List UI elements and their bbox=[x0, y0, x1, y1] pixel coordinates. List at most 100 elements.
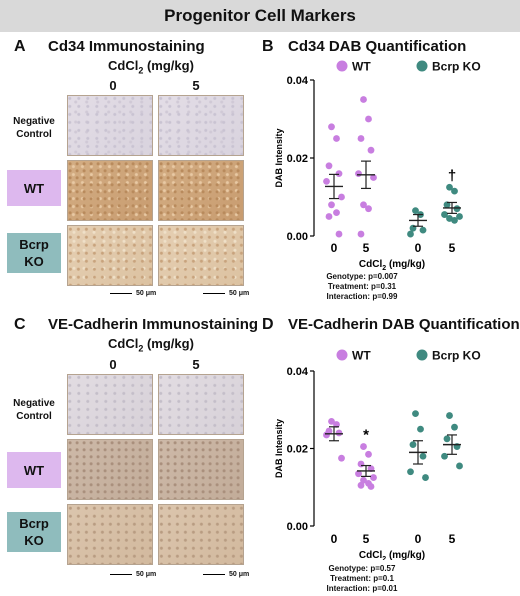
x-axis-label-part: CdCl bbox=[359, 550, 383, 560]
x-tick-label: 5 bbox=[449, 532, 456, 546]
data-point bbox=[456, 462, 463, 470]
data-point bbox=[335, 429, 343, 437]
y-axis-label: DAB Intensity bbox=[274, 128, 284, 187]
data-point bbox=[451, 187, 458, 195]
panel-c-title: VE-Cadherin Immunostaining bbox=[48, 316, 259, 333]
data-point bbox=[328, 123, 335, 131]
data-point bbox=[365, 115, 372, 123]
stat-interaction: Interaction: p=0.99 bbox=[326, 292, 398, 301]
data-point bbox=[323, 431, 330, 439]
data-point bbox=[357, 135, 365, 142]
micrograph-vecad-neg-5 bbox=[158, 374, 244, 435]
panel-b-stats: Genotype: p=0.007 Treatment: p=0.31 Inte… bbox=[282, 272, 442, 302]
data-point bbox=[328, 201, 335, 209]
legend-label: Bcrp KO bbox=[432, 60, 481, 74]
figure-banner: Progenitor Cell Markers bbox=[0, 0, 520, 32]
data-point bbox=[409, 441, 417, 449]
data-point bbox=[360, 443, 367, 450]
data-point bbox=[333, 135, 340, 142]
y-axis-label: DAB Intensity bbox=[274, 419, 284, 478]
data-point bbox=[441, 452, 448, 460]
scale-bar-a-5: 50 μm bbox=[203, 290, 249, 297]
panel-d-letter: D bbox=[262, 316, 274, 333]
stat-interaction: Interaction: p=0.01 bbox=[326, 584, 398, 593]
data-point bbox=[335, 230, 343, 238]
legend-marker-ko bbox=[416, 60, 428, 72]
data-point bbox=[419, 226, 427, 234]
x-axis-label: CdCl2 (mg/kg) bbox=[359, 259, 425, 270]
scale-bar-c-0: 50 μm bbox=[110, 571, 156, 578]
row-line1: Bcrp bbox=[19, 237, 49, 252]
x-tick-label: 0 bbox=[331, 241, 338, 255]
x-axis-label-part: (mg/kg) bbox=[386, 259, 425, 270]
panel-a-cd-header: CdCl2 (mg/kg) bbox=[108, 58, 194, 76]
cd-label: CdCl bbox=[108, 336, 139, 351]
y-tick-label: 0.02 bbox=[287, 444, 308, 456]
scale-bar-line bbox=[110, 293, 132, 294]
chart-vecad-dab: WT Bcrp KO 0.00 0.02 0.04 DAB Intensity 0 5 0 5 Cd… bbox=[274, 349, 481, 561]
data-point bbox=[333, 209, 340, 217]
x-tick-label: 5 bbox=[449, 241, 456, 255]
legend-marker-wt bbox=[336, 349, 348, 361]
data-point bbox=[325, 213, 333, 220]
legend-label: Bcrp KO bbox=[432, 349, 481, 363]
data-point bbox=[422, 474, 429, 481]
cd-subscript: 2 bbox=[138, 343, 144, 354]
scale-bar-label: 50 μm bbox=[136, 571, 157, 578]
panel-a-col-5: 5 bbox=[192, 78, 200, 93]
cd-label: CdCl bbox=[108, 58, 139, 73]
data-point bbox=[419, 452, 427, 460]
panel-c-row-ko: Bcrp KO bbox=[7, 512, 61, 552]
data-point bbox=[446, 412, 453, 419]
scale-bar-label: 50 μm bbox=[229, 290, 250, 297]
micrograph-cd34-ko-0 bbox=[67, 225, 153, 286]
data-point bbox=[412, 410, 419, 418]
x-axis-label-part: CdCl bbox=[359, 259, 383, 270]
significance-annotation: † bbox=[448, 167, 456, 184]
data-point bbox=[370, 474, 377, 481]
row-line2: Control bbox=[16, 129, 52, 140]
data-point bbox=[407, 230, 414, 238]
x-tick-label: 5 bbox=[363, 241, 370, 255]
x-tick-label: 5 bbox=[363, 532, 370, 546]
panel-c-cd-header: CdCl2 (mg/kg) bbox=[108, 336, 194, 354]
data-point bbox=[370, 174, 377, 181]
row-line2: KO bbox=[24, 533, 44, 548]
micrograph-cd34-neg-5 bbox=[158, 95, 244, 156]
data-point bbox=[451, 423, 458, 431]
data-point bbox=[443, 201, 451, 209]
micrograph-cd34-neg-0 bbox=[67, 95, 153, 156]
micrograph-vecad-neg-0 bbox=[67, 374, 153, 435]
legend-marker-wt bbox=[336, 60, 348, 72]
micrograph-cd34-wt-0 bbox=[67, 160, 153, 221]
cd-subscript: 2 bbox=[138, 65, 144, 76]
data-point bbox=[441, 211, 448, 218]
row-line1: WT bbox=[23, 180, 45, 196]
x-tick-label: 0 bbox=[415, 241, 422, 255]
panel-a-letter: A bbox=[14, 38, 26, 55]
micrograph-vecad-ko-5 bbox=[158, 504, 244, 565]
panel-c-letter: C bbox=[14, 316, 26, 333]
row-label: Bcrp KO bbox=[19, 515, 49, 549]
chart-cd34-dab: WT Bcrp KO 0.00 0.02 0.04 DAB Intensity 0 5 0 5 Cd… bbox=[274, 60, 481, 271]
micrograph-vecad-ko-0 bbox=[67, 504, 153, 565]
panel-c-row-wt: WT bbox=[7, 452, 61, 488]
panel-b-letter: B bbox=[262, 38, 274, 55]
row-line1: Negative bbox=[13, 398, 55, 409]
data-point bbox=[360, 476, 367, 484]
data-point bbox=[453, 205, 461, 213]
data-point bbox=[325, 162, 333, 170]
scale-bar-line bbox=[203, 574, 225, 575]
micrograph-cd34-ko-5 bbox=[158, 225, 244, 286]
data-point bbox=[365, 450, 372, 458]
data-point bbox=[360, 201, 367, 209]
x-tick-label: 0 bbox=[415, 532, 422, 546]
y-tick-label: 0.00 bbox=[287, 231, 308, 243]
panel-d-stats: Genotype: p=0.57 Treatment: p=0.1 Intera… bbox=[282, 564, 442, 594]
row-line1: WT bbox=[23, 462, 45, 478]
row-line1: Bcrp bbox=[19, 516, 49, 531]
panel-d-title: VE-Cadherin DAB Quantification bbox=[288, 316, 520, 333]
data-point bbox=[407, 468, 414, 476]
data-point bbox=[338, 193, 345, 201]
scale-bar-a-0: 50 μm bbox=[110, 290, 156, 297]
